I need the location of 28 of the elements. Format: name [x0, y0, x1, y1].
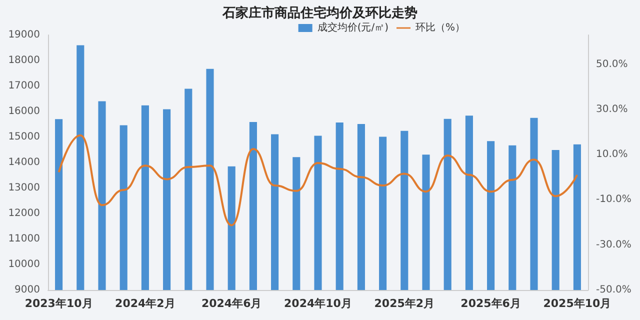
- y-tick-label: 11000: [8, 234, 40, 244]
- legend-label: 环比（%）: [416, 22, 466, 34]
- y2-tick-label: 10.0%: [596, 149, 628, 160]
- y-tick-label: 16000: [8, 106, 40, 117]
- y2-tick-label: 50.0%: [596, 58, 628, 70]
- y-tick-label: 15000: [8, 132, 40, 142]
- y-tick-label: 13000: [8, 182, 40, 194]
- y2-tick-label: 30.0%: [596, 104, 628, 115]
- y2-tick-label: -50.0%: [596, 284, 632, 296]
- y-tick-label: 12000: [8, 208, 40, 219]
- x-tick-label: 2023年10月: [24, 297, 93, 310]
- x-tick-label: 2024年10月: [284, 297, 352, 310]
- x-tick-label: 2025年6月: [460, 297, 521, 310]
- chart-title: 石家庄市商品住宅均价及环比走势: [222, 5, 418, 21]
- x-tick-label: 2025年10月: [543, 297, 612, 310]
- legend-label: 成交均价(元/㎡): [317, 22, 389, 34]
- y2-tick-label: -30.0%: [596, 239, 632, 250]
- y-tick-label: 9000: [14, 284, 40, 296]
- x-tick-label: 2024年6月: [201, 297, 262, 310]
- y-tick-label: 17000: [8, 80, 40, 92]
- y-tick-label: 14000: [8, 157, 40, 168]
- x-tick-label: 2024年2月: [115, 297, 176, 310]
- y-tick-label: 19000: [8, 30, 40, 40]
- y-tick-label: 10000: [8, 259, 40, 270]
- line-series: [58, 134, 578, 226]
- y2-tick-label: -10.0%: [596, 194, 632, 206]
- y-tick-label: 18000: [8, 55, 40, 66]
- x-tick-label: 2025年2月: [374, 297, 435, 310]
